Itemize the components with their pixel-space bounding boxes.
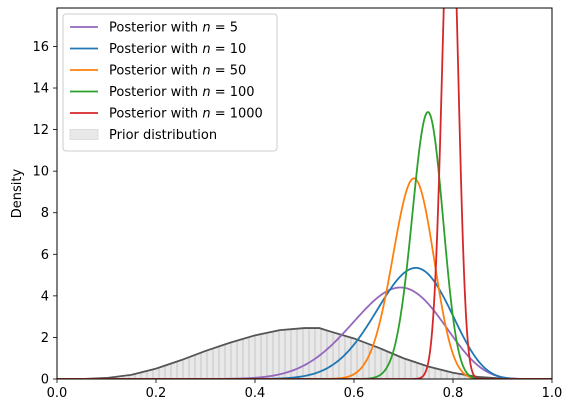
legend-label-prior: Prior distribution <box>109 128 217 143</box>
legend-label-n-10: Posterior with n = 10 <box>109 42 246 57</box>
series-line-n-10 <box>57 267 552 379</box>
posterior-curves <box>57 8 552 379</box>
prior-fill <box>57 328 552 379</box>
x-tick-label: 0.0 <box>47 386 68 401</box>
legend-label-n-50: Posterior with n = 50 <box>109 64 246 79</box>
y-tick-label: 0 <box>41 373 49 388</box>
plot-frame <box>56 7 553 380</box>
y-tick-label: 16 <box>32 40 49 55</box>
y-tick-label: 2 <box>41 331 49 346</box>
x-tick-label: 0.2 <box>146 386 167 401</box>
series-line-n-50 <box>57 177 552 379</box>
legend-swatch-prior <box>69 129 99 140</box>
legend-box <box>62 13 278 152</box>
legend-label-n-5: Posterior with n = 5 <box>109 21 238 36</box>
legend-label-n-100: Posterior with n = 100 <box>109 85 255 100</box>
series-line-n-100 <box>57 111 552 379</box>
y-axis-label: Density <box>10 168 25 218</box>
x-tick-label: 0.6 <box>344 386 365 401</box>
prior-distribution-area <box>57 327 552 379</box>
x-tick-label: 0.4 <box>245 386 266 401</box>
x-tick-label: 1.0 <box>542 386 563 401</box>
legend: Posterior with n = 5 Posterior with n = 1… <box>62 13 278 152</box>
series-line-n-1000 <box>57 8 552 379</box>
y-tick-label: 12 <box>32 123 49 138</box>
y-axis: 0 2 4 6 8 10 12 14 16 <box>32 40 57 388</box>
legend-label-n-1000: Posterior with n = 1000 <box>109 107 263 122</box>
y-tick-label: 6 <box>41 248 49 263</box>
y-tick-label: 14 <box>32 82 49 97</box>
y-tick-label: 10 <box>32 165 49 180</box>
y-tick-label: 8 <box>41 206 49 221</box>
x-axis: 0.0 0.2 0.4 0.6 0.8 1.0 <box>47 379 563 401</box>
x-tick-label: 0.8 <box>443 386 464 401</box>
y-tick-label: 4 <box>41 289 49 304</box>
